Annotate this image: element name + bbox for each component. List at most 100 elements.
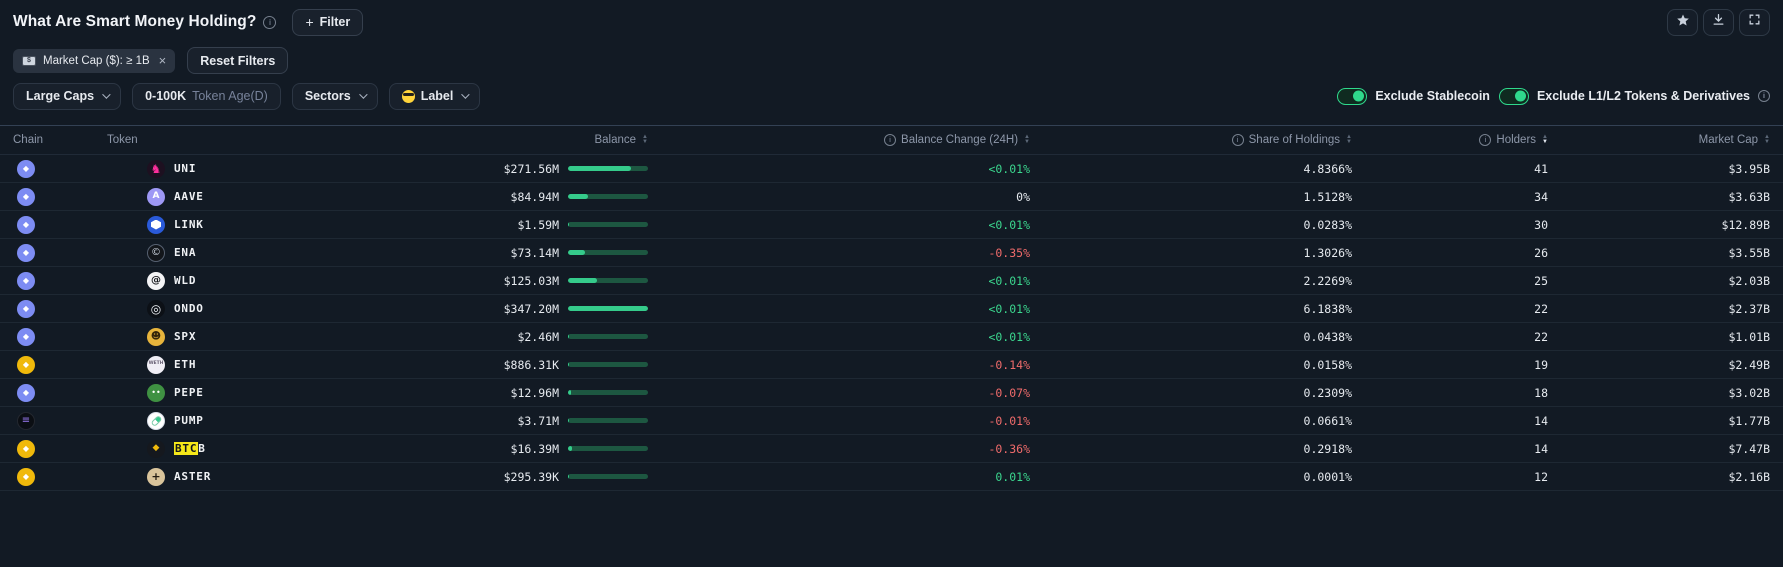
token-age-filter[interactable]: 0-100K Token Age(D) (132, 82, 281, 110)
sort-icon: ▲ ▼ (1764, 134, 1770, 145)
table-row[interactable]: ◆ WETH ETH $886.31K -0.14% 0.0158% 19 $2.49B (0, 351, 1783, 379)
title-info-icon[interactable]: i (263, 15, 277, 29)
reset-filters-button[interactable]: Reset Filters (187, 47, 289, 74)
pump-token-icon (147, 411, 165, 430)
balance-value: $3.71M (517, 413, 559, 428)
market-cap-size-label: Large Caps (26, 89, 95, 103)
balance-change-value: <0.01% (988, 161, 1030, 176)
share-info-icon[interactable]: i (1231, 134, 1244, 146)
share-of-holdings-value: 2.2269% (1303, 273, 1352, 288)
holders-info-icon[interactable]: i (1479, 134, 1492, 146)
column-header-share-of-holdings[interactable]: i Share of Holdings ▲ ▼ (1030, 134, 1352, 146)
bnb-chain-icon: ◆ (17, 467, 35, 486)
holders-value: 26 (1534, 245, 1548, 260)
balance-value: $1.59M (517, 217, 559, 232)
token-name: ASTER (174, 470, 212, 483)
holders-value: 14 (1534, 441, 1548, 456)
column-header-balance[interactable]: Balance ▲ ▼ (594, 134, 648, 146)
eth-token-icon: WETH (147, 355, 165, 374)
share-of-holdings-value: 6.1838% (1303, 301, 1352, 316)
toggle-group: Exclude Stablecoin Exclude L1/L2 Tokens … (1337, 87, 1770, 105)
download-button[interactable] (1703, 8, 1734, 36)
balance-bar (568, 390, 648, 395)
holders-value: 22 (1534, 301, 1548, 316)
column-header-balance-change[interactable]: i Balance Change (24H) ▲ ▼ (648, 134, 1030, 146)
exclude-l1l2-toggle[interactable] (1498, 87, 1529, 105)
table-row[interactable]: ◆ ♞ UNI $271.56M <0.01% 4.8366% 41 $3.95B (0, 155, 1783, 183)
table-row[interactable]: ◆ LINK $1.59M <0.01% 0.0283% 30 $12.89B (0, 211, 1783, 239)
label-dropdown[interactable]: Label (388, 82, 481, 110)
share-of-holdings-value: 0.0438% (1303, 329, 1352, 344)
market-cap-value: $2.49B (1728, 357, 1770, 372)
holdings-table: Chain Token Balance ▲ ▼ i Balance Change … (0, 125, 1783, 491)
holders-value: 41 (1534, 161, 1548, 176)
holders-value: 34 (1534, 189, 1548, 204)
sort-icon-active-desc: ▲ ▼ (1542, 134, 1548, 145)
table-row[interactable]: ◆ + ASTER $295.39K 0.01% 0.0001% 12 $2.16B (0, 463, 1783, 491)
market-cap-value: $2.03B (1728, 273, 1770, 288)
balance-bar (568, 362, 648, 367)
download-icon (1712, 13, 1725, 31)
label-dropdown-label: Label (420, 89, 454, 103)
page-title: What Are Smart Money Holding? (13, 13, 257, 30)
token-name: UNI (174, 162, 197, 175)
fullscreen-button[interactable] (1739, 8, 1770, 36)
share-of-holdings-value: 1.3026% (1303, 245, 1352, 260)
token-name: ENA (174, 246, 197, 259)
column-header-market-cap[interactable]: Market Cap ▲ ▼ (1698, 134, 1770, 146)
exclude-stablecoin-toggle[interactable] (1337, 87, 1368, 105)
balance-change-value: <0.01% (988, 273, 1030, 288)
bnb-chain-icon: ◆ (17, 439, 35, 458)
market-cap-filter-chip[interactable]: $ Market Cap ($): ≥ 1B × (13, 48, 176, 73)
remove-filter-icon[interactable]: × (158, 53, 167, 68)
balance-change-value: <0.01% (988, 301, 1030, 316)
balance-value: $2.46M (517, 329, 559, 344)
market-cap-size-dropdown[interactable]: Large Caps (13, 82, 122, 110)
active-filters-bar: $ Market Cap ($): ≥ 1B × Reset Filters (13, 47, 1770, 74)
balance-value: $16.39M (510, 441, 559, 456)
sort-icon: ▲ ▼ (1024, 134, 1030, 145)
balance-bar (568, 418, 648, 423)
holders-value: 22 (1534, 329, 1548, 344)
token-name: ONDO (174, 302, 204, 315)
share-of-holdings-value: 0.2918% (1303, 441, 1352, 456)
add-filter-button[interactable]: + Filter (292, 8, 364, 36)
token-name: ETH (174, 358, 197, 371)
sort-icon: ▲ ▼ (1346, 134, 1352, 145)
exclude-stablecoin-label: Exclude Stablecoin (1375, 89, 1490, 103)
balance-bar (568, 250, 648, 255)
share-of-holdings-value: 1.5128% (1303, 189, 1352, 204)
balance-change-value: -0.35% (988, 245, 1030, 260)
table-row[interactable]: ◆ •• PEPE $12.96M -0.07% 0.2309% 18 $3.02B (0, 379, 1783, 407)
exclude-l1l2-label: Exclude L1/L2 Tokens & Derivatives (1536, 89, 1750, 103)
favorite-button[interactable] (1667, 8, 1698, 36)
market-cap-value: $2.37B (1728, 301, 1770, 316)
market-cap-value: $3.63B (1728, 189, 1770, 204)
money-banknote-icon: $ (22, 55, 36, 66)
ethereum-chain-icon: ◆ (17, 187, 35, 206)
ethereum-chain-icon: ◆ (17, 327, 35, 346)
ethereum-chain-icon: ◆ (17, 299, 35, 318)
table-header-row: Chain Token Balance ▲ ▼ i Balance Change … (0, 125, 1783, 155)
balance-change-value: -0.01% (988, 413, 1030, 428)
table-row[interactable]: ◆ © ENA $73.14M -0.35% 1.3026% 26 $3.55B (0, 239, 1783, 267)
balance-bar (568, 474, 648, 479)
balance-bar (568, 306, 648, 311)
table-row[interactable]: ◆ A AAVE $84.94M 0% 1.5128% 34 $3.63B (0, 183, 1783, 211)
table-row[interactable]: ◆ @ WLD $125.03M <0.01% 2.2269% 25 $2.03B (0, 267, 1783, 295)
market-cap-value: $7.47B (1728, 441, 1770, 456)
l1l2-info-icon[interactable]: i (1758, 90, 1770, 102)
table-row[interactable]: ◆ ◆ BTCB $16.39M -0.36% 0.2918% 14 $7.47B (0, 435, 1783, 463)
spx-token-icon: ☻ (147, 327, 165, 346)
balance-change-value: 0% (1016, 189, 1030, 204)
controls-bar: Large Caps 0-100K Token Age(D) Sectors L… (13, 82, 1770, 110)
balance-change-info-icon[interactable]: i (884, 134, 897, 146)
table-row[interactable]: ≡ PUMP $3.71M -0.01% 0.0661% 14 $1.77B (0, 407, 1783, 435)
column-header-holders[interactable]: i Holders ▲ ▼ (1352, 134, 1548, 146)
sectors-dropdown[interactable]: Sectors (291, 82, 378, 110)
table-row[interactable]: ◆ ☻ SPX $2.46M <0.01% 0.0438% 22 $1.01B (0, 323, 1783, 351)
balance-value: $271.56M (503, 161, 559, 176)
table-row[interactable]: ◆ ◎ ONDO $347.20M <0.01% 6.1838% 22 $2.37B (0, 295, 1783, 323)
balance-change-value: <0.01% (988, 217, 1030, 232)
sort-icon: ▲ ▼ (642, 134, 648, 145)
